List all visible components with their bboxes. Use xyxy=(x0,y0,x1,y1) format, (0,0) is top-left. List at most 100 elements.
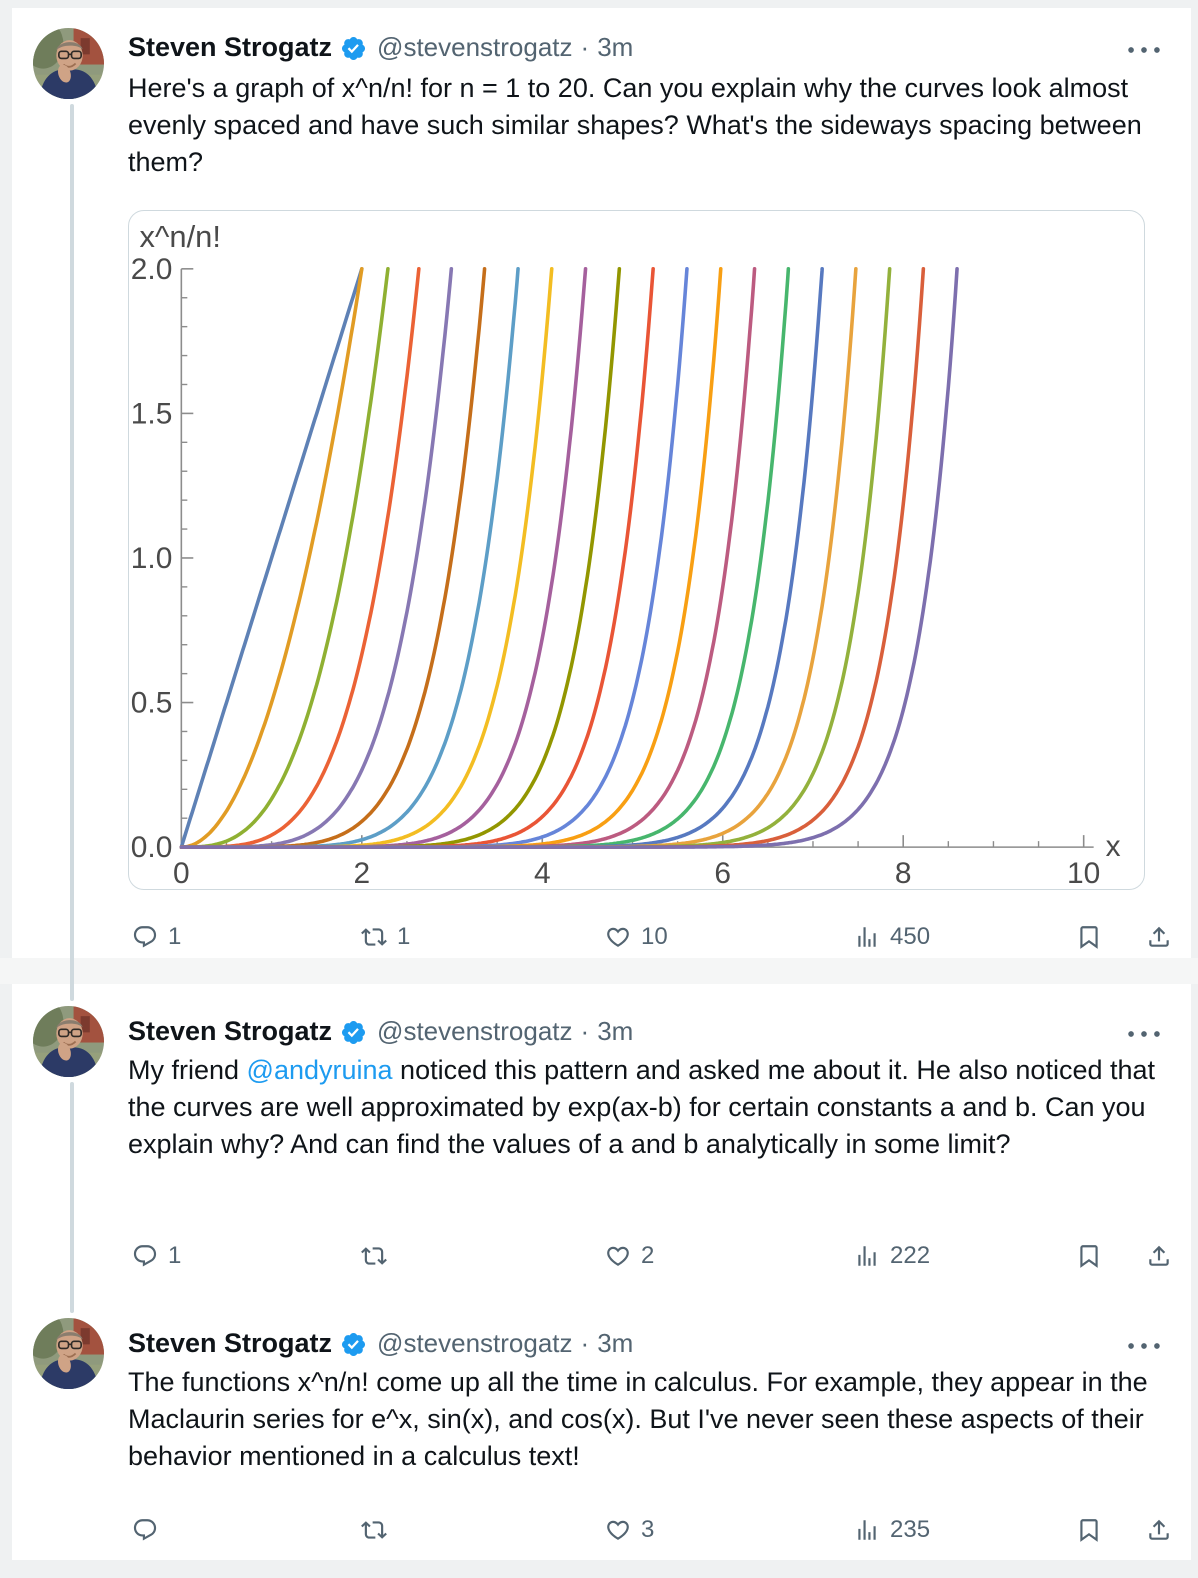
svg-text:8: 8 xyxy=(895,857,912,889)
share-button[interactable] xyxy=(1146,915,1172,959)
retweet-icon xyxy=(361,1243,387,1269)
retweet-count: 1 xyxy=(397,923,411,950)
avatar-image xyxy=(33,1318,104,1389)
author-handle[interactable]: @stevenstrogatz xyxy=(377,1015,573,1046)
analytics-icon xyxy=(854,924,880,950)
svg-text:0.0: 0.0 xyxy=(131,831,173,864)
bookmark-button[interactable] xyxy=(1076,1234,1102,1278)
avatar[interactable] xyxy=(33,1006,104,1077)
avatar[interactable] xyxy=(33,28,104,99)
heart-icon xyxy=(605,924,631,950)
verified-badge-icon xyxy=(340,35,367,62)
mention-link[interactable]: @andyruina xyxy=(246,1055,393,1085)
avatar-image xyxy=(33,28,104,99)
reply-count: 1 xyxy=(168,923,182,950)
svg-text:2.0: 2.0 xyxy=(131,253,173,286)
tweet-header: Steven Strogatz @stevenstrogatz · 3m xyxy=(128,1326,633,1360)
share-button[interactable] xyxy=(1146,1508,1172,1552)
author-handle[interactable]: @stevenstrogatz xyxy=(377,31,573,62)
bookmark-button[interactable] xyxy=(1076,1508,1102,1552)
share-icon xyxy=(1146,1517,1172,1543)
separator: · xyxy=(580,31,590,62)
svg-text:6: 6 xyxy=(714,857,731,889)
views-button[interactable]: 222 xyxy=(854,1234,930,1278)
reply-icon xyxy=(132,924,158,950)
heart-icon xyxy=(605,1243,631,1269)
more-options-icon[interactable] xyxy=(1124,1334,1164,1358)
svg-text:1.0: 1.0 xyxy=(131,542,173,575)
engagement-bar: 1 1 10 450 xyxy=(128,915,1174,959)
share-icon xyxy=(1146,924,1172,950)
tweet-text: My friend @andyruina noticed this patter… xyxy=(128,1052,1172,1163)
view-count: 450 xyxy=(890,923,931,950)
tweet-text: The functions x^n/n! come up all the tim… xyxy=(128,1367,1148,1471)
svg-text:x: x xyxy=(1106,830,1121,863)
timestamp[interactable]: 3m xyxy=(597,31,634,62)
more-options-icon[interactable] xyxy=(1124,38,1164,62)
author-handle[interactable]: @stevenstrogatz xyxy=(377,1327,573,1358)
tweet-header: Steven Strogatz @stevenstrogatz · 3m xyxy=(128,1014,633,1048)
svg-text:0.5: 0.5 xyxy=(131,687,173,720)
analytics-icon xyxy=(854,1517,880,1543)
retweet-button[interactable] xyxy=(361,1234,397,1278)
svg-text:10: 10 xyxy=(1067,857,1100,889)
svg-text:2: 2 xyxy=(353,857,370,889)
author-name[interactable]: Steven Strogatz xyxy=(128,1015,333,1046)
bookmark-icon xyxy=(1076,1517,1102,1543)
retweet-button[interactable] xyxy=(361,1508,397,1552)
tweet-text: Here's a graph of x^n/n! for n = 1 to 20… xyxy=(128,73,1142,177)
reply-button[interactable]: 1 xyxy=(132,1234,181,1278)
like-count: 2 xyxy=(641,1242,655,1269)
view-count: 235 xyxy=(890,1516,931,1543)
share-icon xyxy=(1146,1243,1172,1269)
timestamp[interactable]: 3m xyxy=(597,1327,634,1358)
engagement-bar: 1 2 222 xyxy=(128,1234,1174,1278)
retweet-icon xyxy=(361,1517,387,1543)
analytics-icon xyxy=(854,1243,880,1269)
like-count: 3 xyxy=(641,1516,655,1543)
tweet-card-2-bg xyxy=(12,984,1191,1560)
more-options-icon[interactable] xyxy=(1124,1022,1164,1046)
separator: · xyxy=(580,1015,590,1046)
text-part: noticed this pattern and asked me about … xyxy=(128,1055,1156,1159)
svg-text:x^n/n!: x^n/n! xyxy=(139,219,220,254)
share-button[interactable] xyxy=(1146,1234,1172,1278)
author-name[interactable]: Steven Strogatz xyxy=(128,1327,333,1358)
reply-count: 1 xyxy=(168,1242,182,1269)
like-button[interactable]: 3 xyxy=(605,1508,654,1552)
thread-line xyxy=(70,1082,74,1313)
bookmark-icon xyxy=(1076,1243,1102,1269)
verified-badge-icon xyxy=(340,1019,367,1046)
like-button[interactable]: 10 xyxy=(605,915,668,959)
tweet-header: Steven Strogatz @stevenstrogatz · 3m xyxy=(128,30,633,64)
svg-text:1.5: 1.5 xyxy=(131,397,173,430)
avatar-image xyxy=(33,1006,104,1077)
like-button[interactable]: 2 xyxy=(605,1234,654,1278)
view-count: 222 xyxy=(890,1242,931,1269)
verified-badge-icon xyxy=(340,1331,367,1358)
views-button[interactable]: 235 xyxy=(854,1508,930,1552)
avatar[interactable] xyxy=(33,1318,104,1389)
views-button[interactable]: 450 xyxy=(854,915,930,959)
tweet-media-chart[interactable]: 0 2 4 6 8 10 0.0 0.5 1.0 1.5 2.0 x^n/n! x xyxy=(128,210,1145,890)
timestamp[interactable]: 3m xyxy=(597,1015,634,1046)
section-divider xyxy=(0,958,1198,984)
reply-button[interactable]: 1 xyxy=(132,915,181,959)
xn-over-nfact-plot: 0 2 4 6 8 10 0.0 0.5 1.0 1.5 2.0x^n/n! x xyxy=(131,219,1121,889)
reply-icon xyxy=(132,1243,158,1269)
reply-button[interactable] xyxy=(132,1508,168,1552)
svg-text:0: 0 xyxy=(173,857,190,889)
text-part: My friend xyxy=(128,1055,247,1085)
engagement-bar: 3 235 xyxy=(128,1508,1174,1552)
bookmark-button[interactable] xyxy=(1076,915,1102,959)
bookmark-icon xyxy=(1076,924,1102,950)
heart-icon xyxy=(605,1517,631,1543)
separator: · xyxy=(580,1327,590,1358)
thread-line xyxy=(70,104,74,1001)
author-name[interactable]: Steven Strogatz xyxy=(128,31,333,62)
svg-text:4: 4 xyxy=(534,857,551,889)
reply-icon xyxy=(132,1517,158,1543)
retweet-icon xyxy=(361,924,387,950)
retweet-button[interactable]: 1 xyxy=(361,915,410,959)
